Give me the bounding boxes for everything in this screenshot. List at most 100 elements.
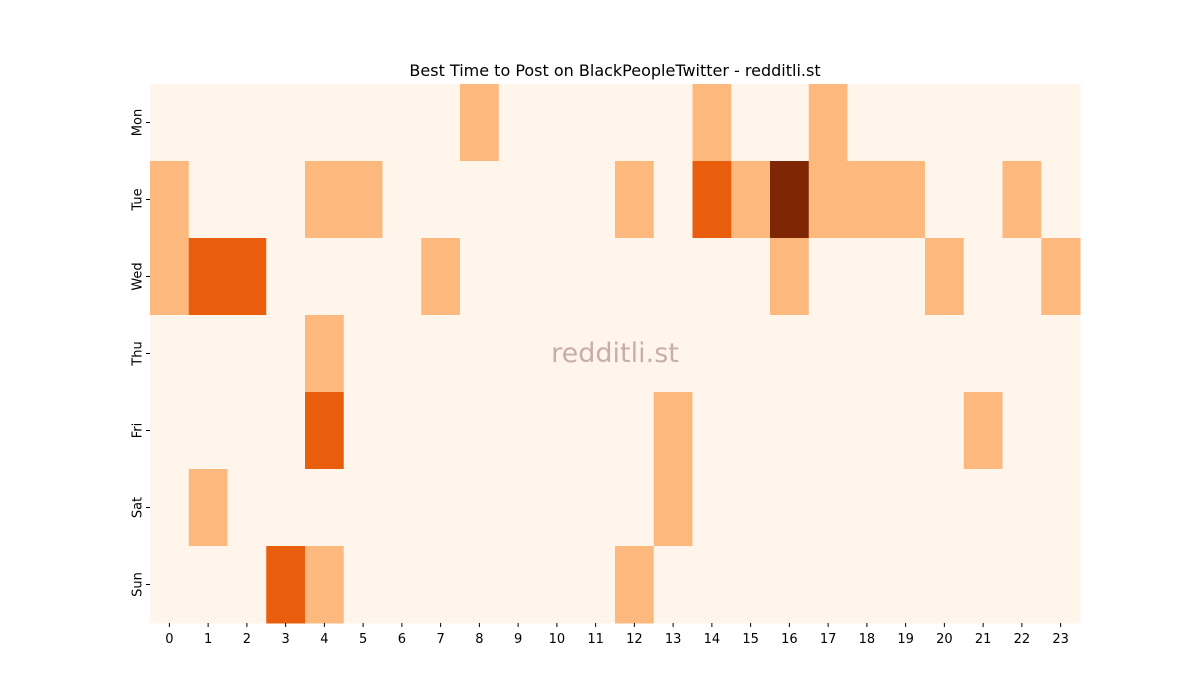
heatmap-cell [886,238,926,316]
y-tick-label: Fri [131,423,146,439]
x-tick-label: 5 [359,632,367,647]
y-tick-label: Sat [131,497,146,518]
heatmap-cell [847,392,887,470]
heatmap-cell [305,315,345,393]
heatmap-cell [615,546,655,624]
heatmap-cell [1041,546,1081,624]
heatmap-cell [731,546,771,624]
heatmap-cell [421,315,461,393]
heatmap-cell [227,546,267,624]
x-tick-label: 18 [859,632,876,647]
heatmap-cell [343,161,383,239]
x-tick-label: 11 [587,632,604,647]
heatmap-cell [343,546,383,624]
heatmap-cell [808,84,848,162]
heatmap-cell [847,469,887,547]
heatmap-cell [188,315,228,393]
heatmap-cell [150,469,190,547]
heatmap-cell [150,315,190,393]
heatmap-cell [692,546,732,624]
heatmap-cell [925,315,965,393]
heatmap-cell [382,315,422,393]
heatmap-cell [925,546,965,624]
heatmap-cell [886,392,926,470]
heatmap-cell [382,392,422,470]
heatmap-cell [150,84,190,162]
heatmap-cell [1002,469,1042,547]
heatmap-cell [808,315,848,393]
heatmap-cell [537,392,577,470]
heatmap-cell [615,392,655,470]
heatmap-cell [963,84,1003,162]
heatmap-cell [653,392,693,470]
heatmap-cell [925,161,965,239]
heatmap-cell [382,469,422,547]
heatmap-cell [227,161,267,239]
heatmap-cell [537,469,577,547]
heatmap-cell [382,238,422,316]
heatmap-cell [653,469,693,547]
heatmap-cell [925,238,965,316]
heatmap-cell [925,84,965,162]
heatmap-cell [653,315,693,393]
heatmap-cell [421,546,461,624]
heatmap-cell [498,546,538,624]
heatmap-cell [305,84,345,162]
heatmap-cell [770,238,810,316]
heatmap-cell [498,84,538,162]
heatmap-cell [1002,84,1042,162]
y-tick-label: Thu [131,341,146,366]
heatmap-cell [227,469,267,547]
heatmap-cell [150,392,190,470]
y-tick-label: Mon [131,109,146,136]
heatmap-cell [343,392,383,470]
heatmap-cell [847,161,887,239]
heatmap-cell [537,315,577,393]
heatmap-cell [421,469,461,547]
heatmap-cell [886,84,926,162]
heatmap-cell [150,238,190,316]
heatmap-cell [576,392,616,470]
heatmap-cell [382,161,422,239]
heatmap-cell [266,84,306,162]
heatmap-cell [731,315,771,393]
y-axis: Mon Tue Wed Thu Fri Sat Sun [131,109,150,597]
x-tick-label: 12 [626,632,643,647]
x-tick-label: 19 [897,632,914,647]
heatmap-cell [460,84,500,162]
heatmap-cell [808,161,848,239]
heatmap-cell [653,546,693,624]
heatmap-cell [653,238,693,316]
heatmap-cell [808,469,848,547]
heatmap-cell [188,392,228,470]
x-tick-label: 14 [704,632,721,647]
heatmap-cell [421,238,461,316]
heatmap-cell [460,392,500,470]
heatmap-cell [731,469,771,547]
x-axis: 0 1 2 3 4 5 6 7 8 9 10 11 12 13 14 15 16 17 18 19 20 21 22 23 [165,623,1069,647]
heatmap-cell [266,315,306,393]
heatmap-cell [421,84,461,162]
heatmap-cell [770,315,810,393]
heatmap-cell [963,392,1003,470]
heatmap-cell [615,161,655,239]
heatmap-cell [460,161,500,239]
heatmap-cell [343,238,383,316]
heatmap-cell [731,238,771,316]
heatmap-cell [963,469,1003,547]
heatmap-cell [576,84,616,162]
heatmap-cell [460,238,500,316]
heatmap-cell [731,84,771,162]
heatmap-cell [498,392,538,470]
heatmap-cell [576,315,616,393]
x-tick-label: 20 [936,632,953,647]
heatmap-cell [692,84,732,162]
heatmap-cell [692,315,732,393]
heatmap-cell [692,469,732,547]
heatmap-cell [537,161,577,239]
heatmap-cell [1002,392,1042,470]
heatmap-cell [266,238,306,316]
heatmap-cell [770,546,810,624]
heatmap-cell [692,392,732,470]
